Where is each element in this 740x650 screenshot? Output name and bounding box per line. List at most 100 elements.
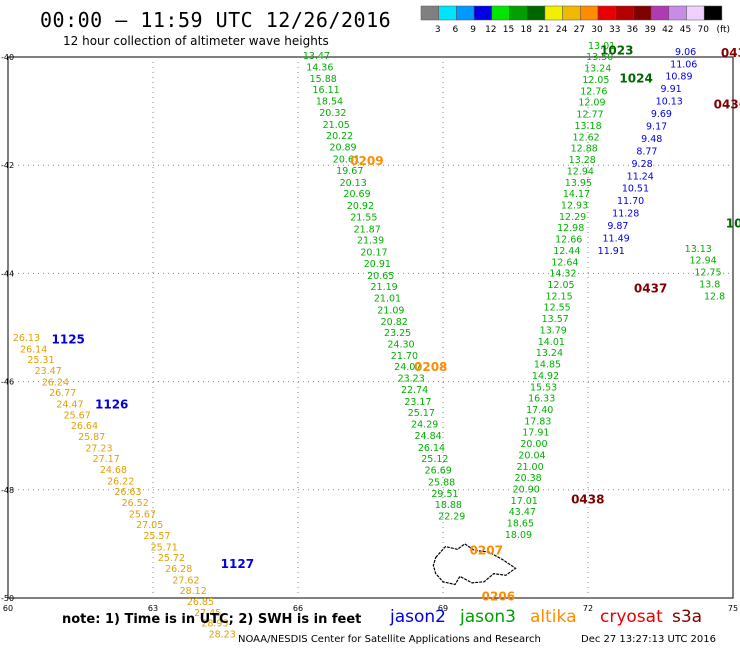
- wave-height-label: 24.47: [56, 400, 83, 411]
- wave-height-label: 25.31: [27, 355, 54, 366]
- wave-height-label: 26.14: [418, 443, 445, 454]
- satellite-label-jason2: jason2: [390, 607, 446, 627]
- lon-tick-label: 69: [438, 604, 448, 613]
- legend-label: 15: [503, 25, 514, 35]
- wave-height-label: 18.88: [435, 500, 462, 511]
- wave-height-label: 12.09: [578, 98, 605, 109]
- wave-height-label: 25.71: [151, 542, 178, 553]
- wave-height-label: 26.77: [49, 388, 76, 399]
- wave-height-label: 25.17: [408, 408, 435, 419]
- wave-height-label: 20.32: [319, 108, 346, 119]
- wave-height-label: 26.64: [71, 421, 98, 432]
- legend-label: 21: [538, 25, 549, 35]
- wave-height-label: 14.01: [538, 337, 565, 348]
- wave-height-label: 17.01: [511, 496, 538, 507]
- wave-height-label: 25.87: [78, 432, 105, 443]
- wave-height-label: 22.29: [438, 512, 465, 523]
- wave-height-label: 19.67: [336, 166, 363, 177]
- wave-height-label: 21.87: [354, 224, 381, 235]
- wave-height-label: 20.90: [513, 485, 540, 496]
- wave-height-label: 23.23: [398, 374, 425, 385]
- wave-height-label: 10.89: [665, 72, 692, 83]
- pass-id-label: 1126: [95, 398, 128, 412]
- footer-timestamp: Dec 27 13:27:13 UTC 2016: [581, 634, 716, 645]
- wave-height-label: 20.69: [343, 189, 370, 200]
- lat-tick-label: -50: [1, 594, 14, 603]
- wave-height-label: 17.91: [522, 428, 549, 439]
- pass-id-label: 0209: [350, 154, 383, 168]
- map-frame: [7, 56, 734, 599]
- wave-height-label: 12.8: [704, 291, 725, 302]
- wave-height-label: 12.15: [545, 291, 572, 302]
- wave-height-label: 18.54: [316, 97, 343, 108]
- wave-height-label: 16.11: [313, 85, 340, 96]
- wave-height-label: 13.18: [574, 121, 601, 132]
- wave-height-label: 24.84: [414, 431, 441, 442]
- wave-height-label: 12.94: [567, 166, 594, 177]
- wave-height-label: 9.91: [661, 84, 682, 95]
- legend-label: 45: [680, 25, 691, 35]
- wave-height-label: 28.95: [201, 619, 228, 630]
- wave-height-label: 13.8: [699, 279, 720, 290]
- pass-id-label: 0206: [482, 590, 515, 604]
- wave-height-label: 21.70: [391, 351, 418, 362]
- wave-height-label: 11.06: [670, 59, 697, 70]
- wave-height-label: 11.28: [612, 209, 639, 220]
- wave-height-label: 14.36: [306, 63, 333, 74]
- wave-height-label: 21.09: [377, 305, 404, 316]
- wave-height-label: 25.72: [158, 553, 185, 564]
- satellite-label-altika: altika: [530, 607, 577, 627]
- wave-height-label: 26.63: [114, 487, 141, 498]
- wave-height-label: 29.51: [431, 489, 458, 500]
- wave-height-label: 20.89: [329, 143, 356, 154]
- island-outline: [432, 543, 517, 586]
- lat-tick-label: -40: [1, 53, 14, 62]
- wave-height-label: 12.77: [576, 110, 603, 121]
- wave-height-label: 11.24: [627, 171, 654, 182]
- wave-height-label: 13.01: [588, 41, 615, 52]
- wave-height-label: 17.40: [526, 405, 553, 416]
- wave-height-label: 26.14: [20, 344, 47, 355]
- wave-height-label: 20.00: [520, 439, 547, 450]
- wave-height-label: 17.83: [524, 416, 551, 427]
- wave-height-label: 14.32: [549, 269, 576, 280]
- wave-height-label: 23.17: [404, 397, 431, 408]
- pass-id-label: 0439: [721, 46, 740, 60]
- pass-id-label: 1127: [221, 557, 254, 571]
- lat-tick-label: -48: [1, 486, 14, 495]
- satellite-label-jason3: jason3: [460, 607, 516, 627]
- wave-height-label: 9.06: [675, 47, 696, 58]
- wave-height-label: 10.51: [622, 184, 649, 195]
- wave-height-label: 24.29: [411, 420, 438, 431]
- wave-height-label: 26.28: [165, 564, 192, 575]
- wave-height-label: 14.92: [532, 371, 559, 382]
- footer-note: note: 1) Time is in UTC; 2) SWH is in fe…: [62, 612, 362, 627]
- wave-height-label: 9.17: [646, 121, 667, 132]
- pass-id-label: 0207: [470, 544, 503, 558]
- legend-unit: (ft): [716, 25, 730, 35]
- page-subtitle: 12 hour collection of altimeter wave hei…: [63, 34, 329, 48]
- wave-height-label: 13.24: [584, 64, 611, 75]
- wave-height-label: 26.22: [107, 476, 134, 487]
- wave-height-label: 12.64: [551, 257, 578, 268]
- wave-height-label: 21.39: [357, 236, 384, 247]
- wave-height-label: 18.65: [507, 519, 534, 530]
- wave-height-label: 26.52: [122, 498, 149, 509]
- lon-tick-label: 60: [3, 604, 13, 613]
- legend-label: 39: [644, 25, 656, 35]
- legend-label: 36: [627, 25, 639, 35]
- legend-label: 33: [609, 25, 620, 35]
- pass-id-label: 0208: [414, 360, 447, 374]
- legend-label: 27: [574, 25, 585, 35]
- wave-height-label: 8.77: [636, 146, 657, 157]
- footer-credit: NOAA/NESDIS Center for Satellite Applica…: [238, 634, 541, 645]
- wave-height-label: 43.47: [509, 507, 536, 518]
- wave-height-label: 11.91: [598, 246, 625, 257]
- wave-height-label: 20.13: [340, 178, 367, 189]
- pass-id-label: 1125: [52, 333, 85, 347]
- wave-height-label: 20.82: [381, 317, 408, 328]
- wave-height-label: 21.55: [350, 212, 377, 223]
- lon-tick-label: 66: [293, 604, 303, 613]
- pass-id-label: 0438: [571, 492, 604, 506]
- wave-height-label: 21.05: [323, 120, 350, 131]
